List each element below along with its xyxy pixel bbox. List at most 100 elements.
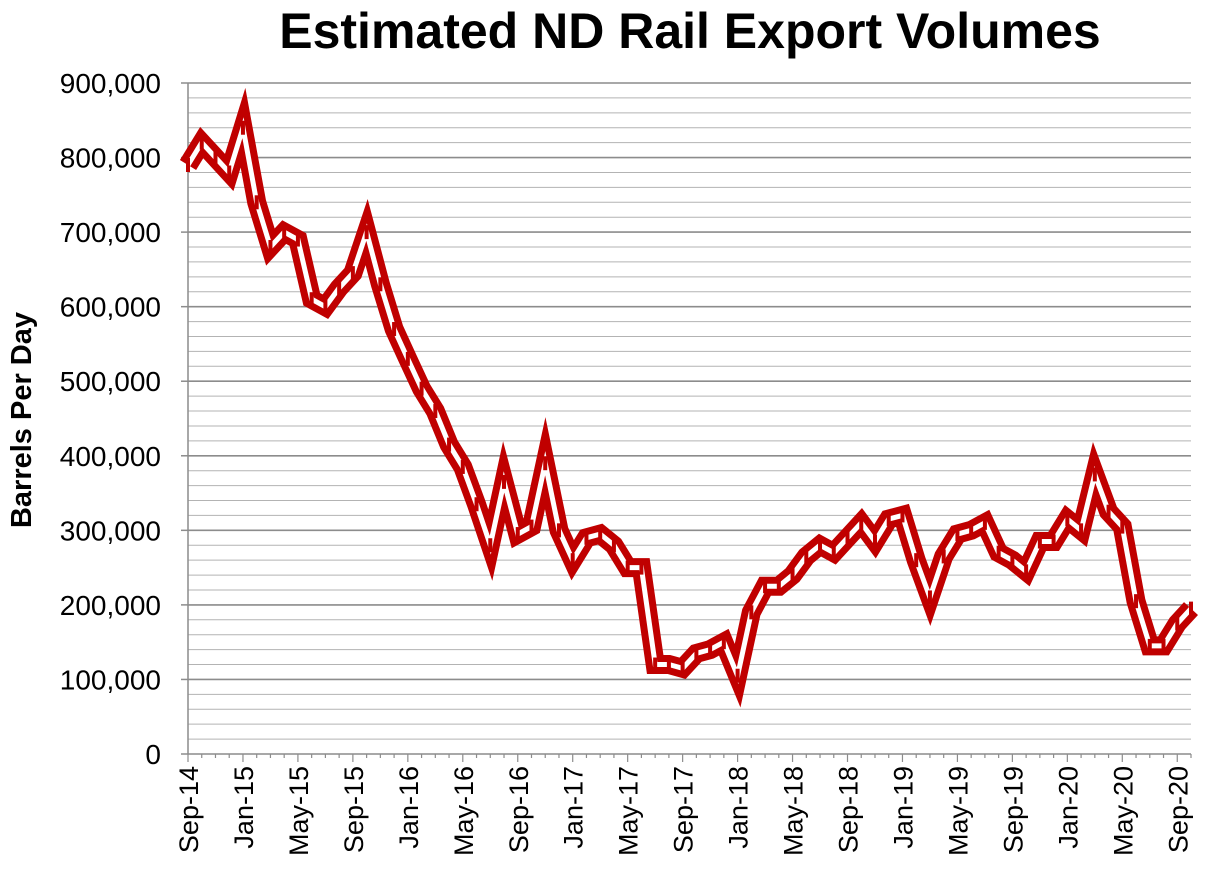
x-tick-label: Jan-17 <box>559 766 589 849</box>
y-axis-label: Barrels Per Day <box>6 312 38 528</box>
data-point <box>556 523 561 538</box>
data-point <box>502 474 507 489</box>
series-line <box>179 87 1198 708</box>
x-tick-label: May-20 <box>1108 766 1138 856</box>
data-point <box>447 437 452 452</box>
x-tick-label: Sep-17 <box>669 766 699 853</box>
data-point <box>350 266 355 281</box>
data-point <box>515 527 520 542</box>
data-point <box>1024 564 1029 579</box>
x-tick-label: May-18 <box>779 766 809 856</box>
data-point <box>694 646 699 661</box>
data-point <box>680 661 685 676</box>
data-point <box>831 545 836 560</box>
y-tick-label: 700,000 <box>60 217 161 248</box>
data-point <box>1051 534 1056 549</box>
data-point <box>818 538 823 553</box>
x-tick-label: May-17 <box>614 766 644 856</box>
series-line-inner <box>185 117 1193 685</box>
data-point <box>364 225 369 240</box>
data-point <box>1065 512 1070 527</box>
data-point <box>1092 467 1097 482</box>
y-tick-label: 500,000 <box>60 366 161 397</box>
data-point <box>639 560 644 575</box>
y-tick-label: 200,000 <box>60 590 161 621</box>
x-tick-label: Sep-19 <box>998 766 1028 853</box>
data-point <box>708 642 713 657</box>
data-point <box>790 568 795 583</box>
y-tick-label: 900,000 <box>60 68 161 99</box>
data-point <box>845 530 850 545</box>
data-point <box>955 527 960 542</box>
gridlines <box>188 82 1191 740</box>
x-tick-label: Sep-14 <box>174 766 204 853</box>
x-tick-label: Jan-15 <box>229 766 259 849</box>
data-point <box>405 351 410 366</box>
data-point <box>213 150 218 165</box>
data-point <box>982 515 987 530</box>
x-tick-label: Jan-18 <box>724 766 754 849</box>
x-tick-label: Sep-18 <box>834 766 864 853</box>
x-axis-tick-labels: Sep-14 Jan-15 May-15 Sep-15 Jan-16 May-16 Sep-… <box>174 766 1193 856</box>
data-point <box>749 605 754 620</box>
data-point <box>941 549 946 564</box>
data-point <box>1134 594 1139 609</box>
data-point <box>1189 601 1193 616</box>
data-point <box>460 459 465 474</box>
axes <box>181 82 1192 762</box>
data-point <box>969 523 974 538</box>
y-tick-label: 400,000 <box>60 441 161 472</box>
data-point <box>1147 638 1152 653</box>
data-point <box>1079 523 1084 538</box>
data-point <box>886 512 891 527</box>
data-point <box>625 560 630 575</box>
data-point <box>378 277 383 292</box>
data-point <box>254 195 259 210</box>
data-point <box>735 668 740 683</box>
x-tick-label: Jan-16 <box>394 766 424 849</box>
data-point <box>570 553 575 568</box>
data-point <box>309 292 314 307</box>
data-point <box>227 165 232 180</box>
data-point <box>186 158 190 173</box>
y-tick-label: 100,000 <box>60 664 161 695</box>
y-tick-label: 800,000 <box>60 143 161 174</box>
data-point <box>914 553 919 568</box>
data-point <box>1037 534 1042 549</box>
data-point <box>240 120 245 135</box>
data-point <box>488 538 493 553</box>
data-point <box>900 508 905 523</box>
data-point <box>872 534 877 549</box>
series-line-outer <box>179 87 1198 708</box>
x-tick-label: May-15 <box>284 766 314 856</box>
data-point <box>859 515 864 530</box>
data-point <box>1120 519 1125 534</box>
data-point <box>763 579 768 594</box>
data-point <box>543 456 548 471</box>
data-point <box>584 530 589 545</box>
data-point <box>337 281 342 296</box>
data-point <box>776 579 781 594</box>
data-point <box>199 135 204 150</box>
x-tick-label: May-19 <box>943 766 973 856</box>
data-point <box>996 545 1001 560</box>
data-point <box>433 404 438 419</box>
data-point <box>419 381 424 396</box>
data-point <box>268 240 273 255</box>
x-tick-label: Sep-20 <box>1163 766 1193 853</box>
x-tick-label: Sep-16 <box>504 766 534 853</box>
data-point <box>1106 504 1111 519</box>
x-tick-label: Jan-19 <box>889 766 919 849</box>
data-point <box>653 657 658 672</box>
data-point <box>474 497 479 512</box>
data-point <box>1161 638 1166 653</box>
data-point <box>611 538 616 553</box>
y-axis-tick-labels: 0 100,000 200,000 300,000 400,000 500,000 600,… <box>60 68 161 770</box>
data-point <box>282 225 287 240</box>
data-point <box>392 322 397 337</box>
data-point <box>1010 553 1015 568</box>
x-tick-label: Jan-20 <box>1053 766 1083 849</box>
x-tick-label: Sep-15 <box>339 766 369 853</box>
data-point <box>804 549 809 564</box>
